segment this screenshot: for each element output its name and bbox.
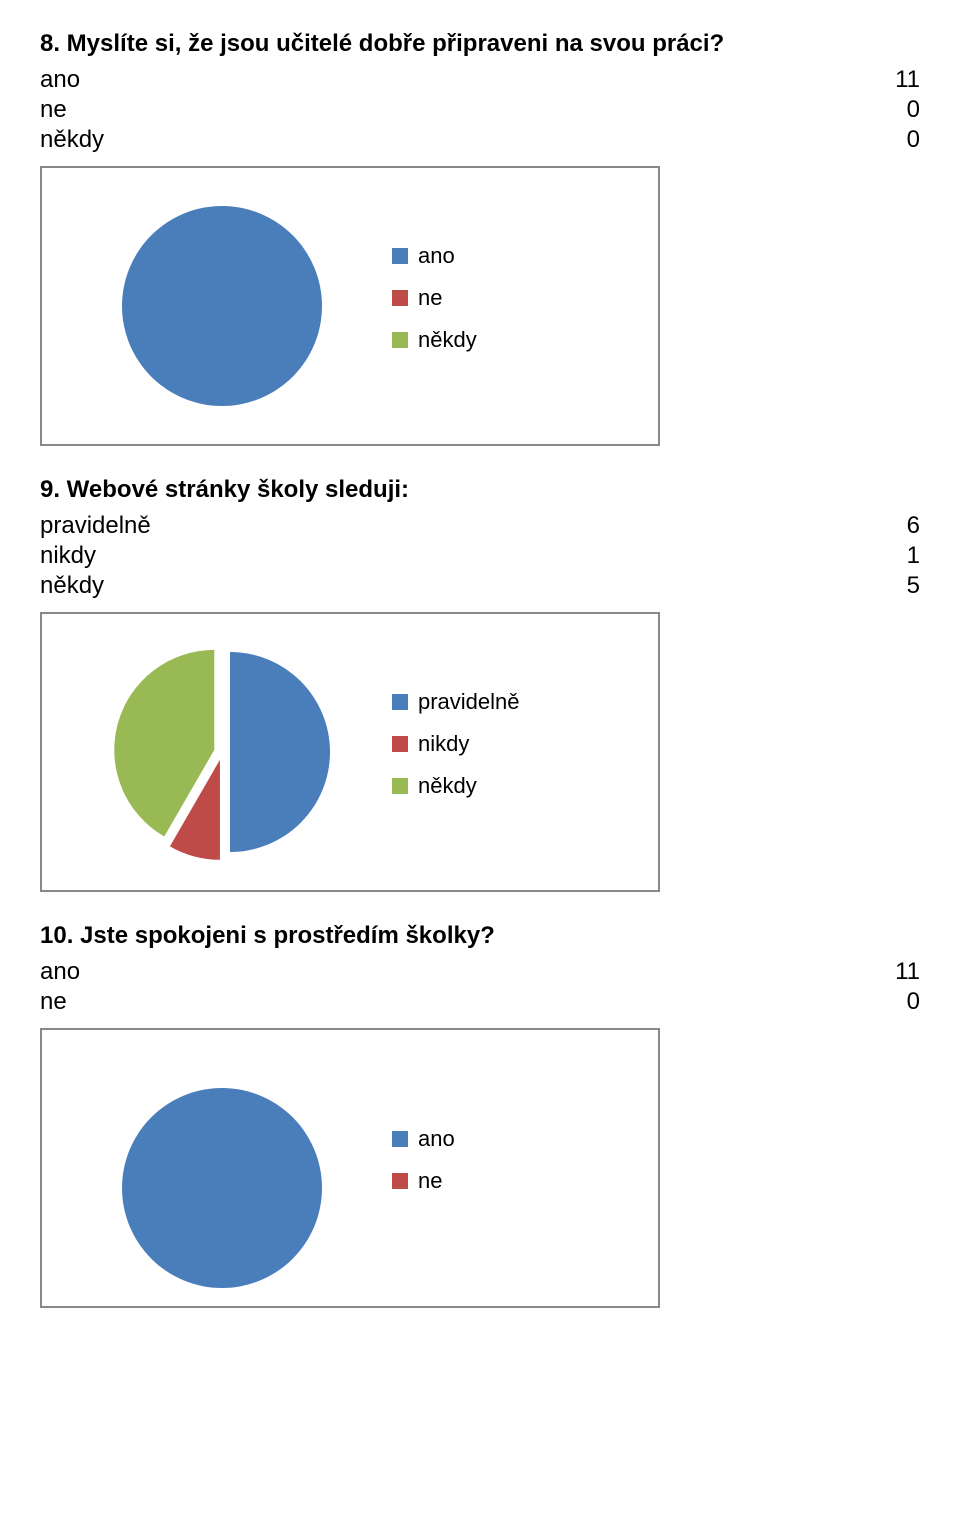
answer-label: někdy: [40, 126, 880, 154]
chart-legend: ano ne: [392, 1126, 455, 1210]
legend-item: ne: [392, 285, 477, 311]
question-8: 8. Myslíte si, že jsou učitelé dobře při…: [40, 30, 920, 446]
pie-chart: [62, 622, 382, 882]
answer-value: 11: [880, 958, 920, 986]
answer-value: 0: [880, 988, 920, 1016]
answer-row: ano 11: [40, 958, 920, 986]
legend-swatch: [392, 1131, 408, 1147]
answer-value: 1: [880, 542, 920, 570]
answer-value: 0: [880, 126, 920, 154]
legend-swatch: [392, 694, 408, 710]
answer-value: 0: [880, 96, 920, 124]
pie-chart: [62, 176, 382, 436]
answer-label: nikdy: [40, 542, 880, 570]
legend-label: ne: [418, 285, 442, 311]
legend-item: nikdy: [392, 731, 520, 757]
chart-legend: ano ne někdy: [392, 243, 477, 369]
answer-label: ne: [40, 988, 880, 1016]
question-title: 10. Jste spokojeni s prostředím školky?: [40, 922, 920, 950]
chart-box: ano ne: [40, 1028, 660, 1308]
legend-item: pravidelně: [392, 689, 520, 715]
legend-swatch: [392, 1173, 408, 1189]
question-title: 9. Webové stránky školy sleduji:: [40, 476, 920, 504]
answer-label: ano: [40, 958, 880, 986]
question-title: 8. Myslíte si, že jsou učitelé dobře při…: [40, 30, 920, 58]
legend-item: ne: [392, 1168, 455, 1194]
legend-item: někdy: [392, 773, 520, 799]
chart-box: ano ne někdy: [40, 166, 660, 446]
answer-row: ano 11: [40, 66, 920, 94]
question-9: 9. Webové stránky školy sleduji: pravide…: [40, 476, 920, 892]
legend-swatch: [392, 332, 408, 348]
legend-label: pravidelně: [418, 689, 520, 715]
pie-chart: [62, 1038, 382, 1298]
answer-row: pravidelně 6: [40, 512, 920, 540]
legend-swatch: [392, 248, 408, 264]
answer-label: pravidelně: [40, 512, 880, 540]
answer-value: 5: [880, 572, 920, 600]
answer-label: někdy: [40, 572, 880, 600]
legend-item: ano: [392, 243, 477, 269]
answer-row: ne 0: [40, 988, 920, 1016]
answer-row: ne 0: [40, 96, 920, 124]
legend-label: ne: [418, 1168, 442, 1194]
answer-row: někdy 5: [40, 572, 920, 600]
legend-swatch: [392, 736, 408, 752]
chart-legend: pravidelně nikdy někdy: [392, 689, 520, 815]
answer-label: ano: [40, 66, 880, 94]
answer-row: nikdy 1: [40, 542, 920, 570]
legend-item: ano: [392, 1126, 455, 1152]
legend-label: někdy: [418, 327, 477, 353]
answer-label: ne: [40, 96, 880, 124]
legend-swatch: [392, 290, 408, 306]
legend-label: někdy: [418, 773, 477, 799]
question-10: 10. Jste spokojeni s prostředím školky? …: [40, 922, 920, 1308]
answer-value: 6: [880, 512, 920, 540]
legend-swatch: [392, 778, 408, 794]
legend-item: někdy: [392, 327, 477, 353]
legend-label: ano: [418, 1126, 455, 1152]
legend-label: ano: [418, 243, 455, 269]
legend-label: nikdy: [418, 731, 469, 757]
chart-box: pravidelně nikdy někdy: [40, 612, 660, 892]
answer-row: někdy 0: [40, 126, 920, 154]
answer-value: 11: [880, 66, 920, 94]
